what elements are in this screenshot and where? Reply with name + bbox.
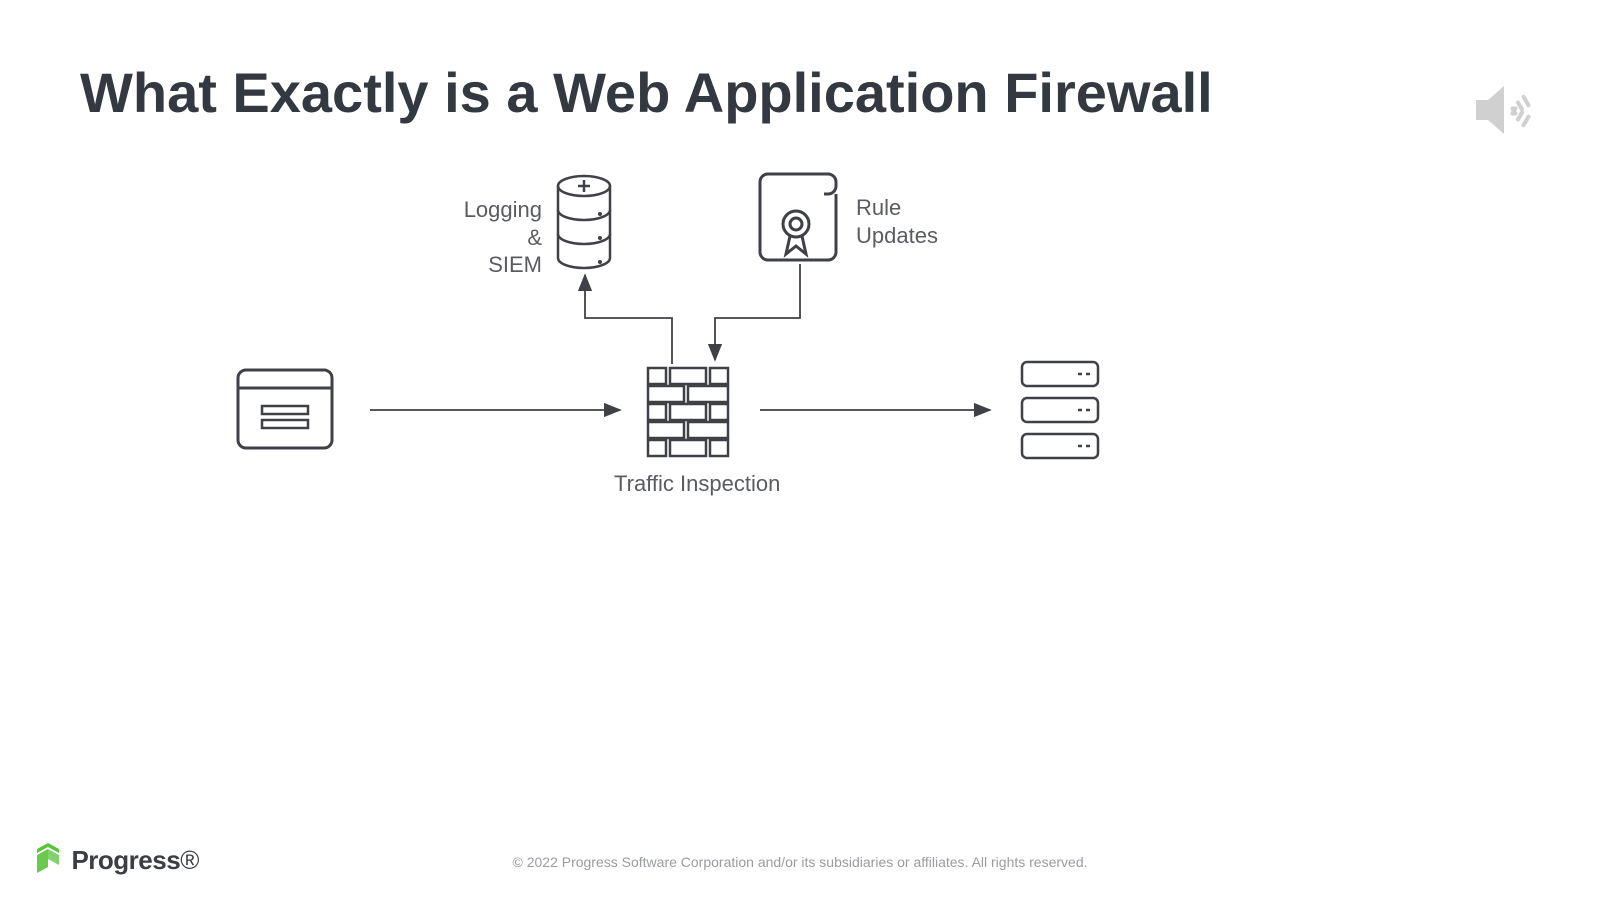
footer-copyright: © 2022 Progress Software Corporation and… [0, 854, 1600, 870]
connector-rules [715, 264, 800, 360]
label-rules: Rule Updates [856, 194, 938, 249]
servers-icon [1022, 362, 1098, 458]
browser-icon [238, 370, 332, 448]
database-icon [558, 176, 610, 268]
page-title: What Exactly is a Web Application Firewa… [80, 60, 1213, 125]
audio-icon [1460, 70, 1540, 155]
firewall-icon [648, 368, 728, 456]
certificate-icon [760, 174, 836, 260]
waf-diagram: Logging & SIEM Rule Updates Traffic Insp… [0, 160, 1600, 560]
label-traffic: Traffic Inspection [614, 470, 780, 498]
label-logging: Logging & SIEM [452, 196, 542, 279]
connector-logging [585, 275, 672, 364]
